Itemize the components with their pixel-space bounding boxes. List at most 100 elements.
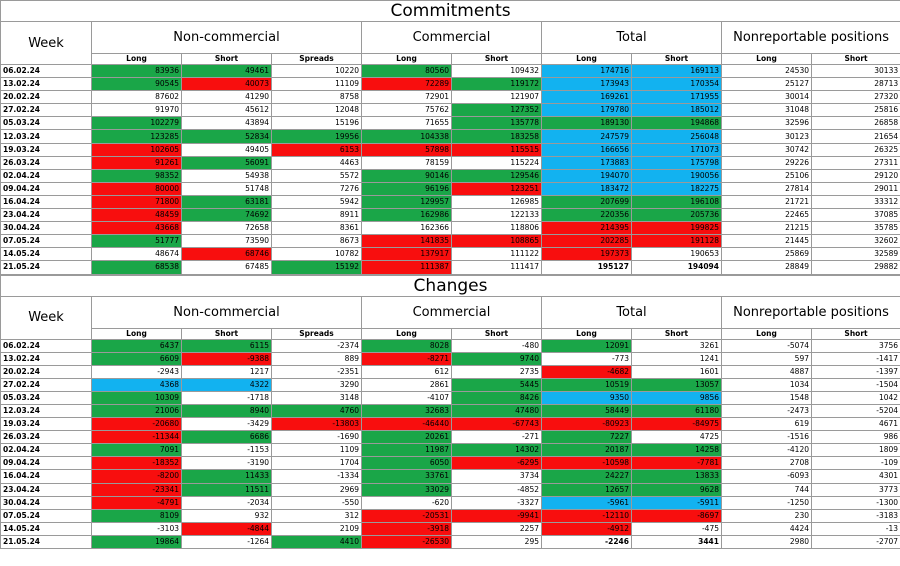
week-cell: 07.05.24 (0, 234, 92, 249)
value-cell: 230 (721, 508, 812, 523)
value-cell: -2473 (721, 403, 812, 419)
value-cell: 6153 (271, 142, 362, 157)
value-cell: -271 (451, 430, 542, 445)
week-cell: 13.02.24 (0, 77, 92, 92)
value-cell: 41290 (181, 90, 272, 105)
value-cell: 40073 (181, 77, 272, 92)
value-cell: 129957 (361, 194, 452, 210)
table-row: 23.04.24 48459 74692 8911 162986 122133 220356… (0, 208, 900, 223)
value-cell: 29226 (721, 155, 812, 170)
group-total: Total (541, 21, 722, 54)
value-cell: 29120 (810, 168, 900, 183)
value-cell: 24530 (721, 63, 812, 79)
table-row: 20.02.24 87602 41290 8758 72901 121907 169261 1… (0, 90, 900, 105)
value-cell: -1250 (721, 495, 812, 510)
subheader: Long (721, 53, 812, 65)
value-cell: -3327 (451, 495, 542, 510)
value-cell: 135778 (451, 116, 542, 131)
value-cell: 4322 (181, 377, 272, 392)
value-cell: -1264 (181, 534, 272, 550)
value-cell: 9856 (631, 390, 722, 405)
cot-report: Commitments Week Non-commercial Commerci… (0, 0, 900, 550)
table-row: 27.02.24 91970 45612 12048 75762 127352 179780… (0, 103, 900, 118)
week-cell: 19.03.24 (0, 142, 92, 157)
value-cell: -80923 (541, 417, 632, 432)
value-cell: -2374 (271, 338, 362, 353)
value-cell: 51777 (91, 234, 182, 249)
value-cell: 119172 (451, 77, 542, 92)
value-cell: 10220 (271, 63, 362, 79)
value-cell: 47480 (451, 403, 542, 419)
value-cell: 5942 (271, 194, 362, 210)
value-cell: 619 (721, 417, 812, 432)
value-cell: 25106 (721, 168, 812, 183)
value-cell: 87602 (91, 90, 182, 105)
value-cell: -550 (271, 495, 362, 510)
subheader: Short (451, 53, 542, 65)
week-cell: 09.04.24 (0, 456, 92, 471)
table-row: 21.05.24 68538 67485 15192 111387 111417 19512… (0, 260, 900, 275)
value-cell: -8271 (361, 351, 452, 366)
value-cell: 190653 (631, 247, 722, 262)
value-cell: 80560 (361, 63, 452, 79)
value-cell: -109 (810, 456, 900, 471)
value-cell: -4852 (451, 482, 542, 497)
value-cell: -20531 (361, 508, 452, 523)
value-cell: 115224 (451, 155, 542, 170)
group-noncommercial: Non-commercial (91, 21, 362, 54)
value-cell: 11433 (181, 469, 272, 484)
subheader-row: Long Short Spreads Long Short Long Short… (1, 53, 900, 65)
value-cell: 129546 (451, 168, 542, 183)
value-cell: 115515 (451, 142, 542, 157)
value-cell: 74692 (181, 208, 272, 223)
value-cell: 932 (181, 508, 272, 523)
value-cell: 214395 (541, 221, 632, 236)
week-cell: 20.02.24 (0, 90, 92, 105)
value-cell: 90545 (91, 77, 182, 92)
value-cell: 33029 (361, 482, 452, 497)
value-cell: 25816 (810, 103, 900, 118)
value-cell: -5961 (541, 495, 632, 510)
value-cell: -10598 (541, 456, 632, 471)
value-cell: 171073 (631, 142, 722, 157)
value-cell: 889 (271, 351, 362, 366)
table-row: 21.05.24 19864 -1264 4410 -26530 295 -2246 3441… (0, 534, 900, 550)
week-cell: 16.04.24 (0, 469, 92, 484)
subheader: Short (631, 327, 722, 340)
group-commercial: Commercial (361, 21, 542, 54)
value-cell: 67485 (181, 260, 272, 275)
value-cell: 4410 (271, 534, 362, 550)
value-cell: 73590 (181, 234, 272, 249)
table-row: 14.05.24 -3103 -4844 2109 -3918 2257 -4912 -475… (0, 521, 900, 536)
week-cell: 05.03.24 (0, 390, 92, 405)
value-cell: -1690 (271, 430, 362, 445)
value-cell: 2980 (721, 534, 812, 550)
group-nonreportable: Nonreportable positions (720, 295, 900, 329)
value-cell: 170354 (631, 77, 722, 92)
value-cell: 2257 (451, 521, 542, 536)
value-cell: 35785 (810, 221, 900, 236)
value-cell: -2707 (810, 534, 900, 550)
value-cell: 32602 (810, 234, 900, 249)
value-cell: 162366 (361, 221, 452, 236)
value-cell: 189130 (541, 116, 632, 131)
value-cell: -1417 (810, 351, 900, 366)
value-cell: 8911 (271, 208, 362, 223)
value-cell: 26325 (810, 142, 900, 157)
value-cell: 169113 (631, 63, 722, 79)
table-row: 27.02.24 4368 4322 3290 2861 5445 10519 13057 10… (0, 377, 900, 392)
week-cell: 12.03.24 (0, 129, 92, 144)
value-cell: 10782 (271, 247, 362, 262)
value-cell: 29882 (810, 260, 900, 275)
value-cell: 111387 (361, 260, 452, 275)
value-cell: 91970 (91, 103, 182, 118)
value-cell: 21215 (721, 221, 812, 236)
value-cell: 21721 (721, 194, 812, 210)
value-cell: 22465 (721, 208, 812, 223)
value-cell: 21006 (91, 403, 182, 419)
value-cell: 169261 (541, 90, 632, 105)
value-cell: 21654 (810, 129, 900, 144)
value-cell: 4887 (721, 364, 812, 379)
table-row: 16.04.24 -8200 11433 -1334 33761 3734 24227 138… (0, 469, 900, 484)
value-cell: 19956 (271, 129, 362, 144)
